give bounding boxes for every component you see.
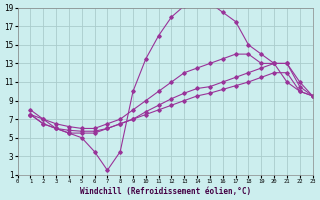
X-axis label: Windchill (Refroidissement éolien,°C): Windchill (Refroidissement éolien,°C) bbox=[80, 187, 251, 196]
